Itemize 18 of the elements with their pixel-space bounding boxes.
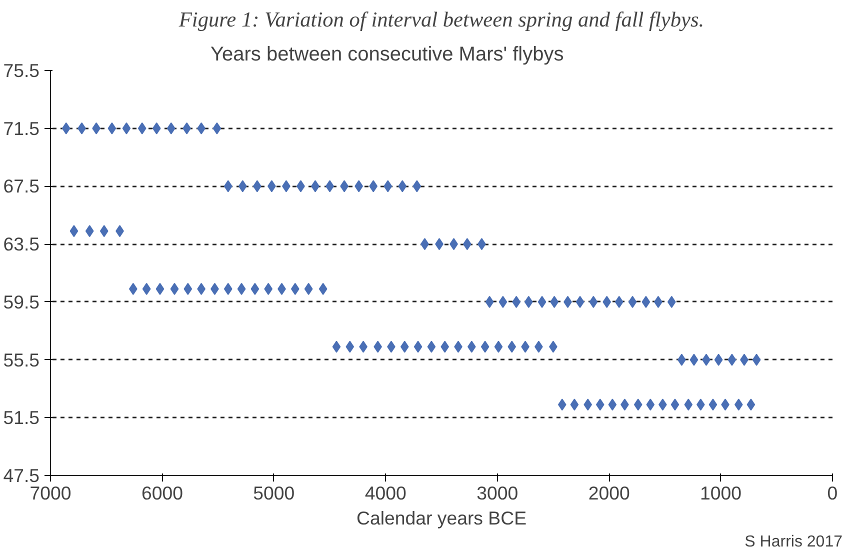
text: S Harris 2017 [744, 534, 843, 550]
x-tick-label: 6000 [141, 482, 183, 504]
x-tick-label: 1000 [700, 482, 742, 504]
y-tick-label: 63.5 [3, 234, 40, 255]
y-tick-label: 71.5 [3, 118, 40, 139]
x-tick-label: 0 [827, 482, 838, 504]
x-tick-label: 2000 [588, 482, 630, 504]
caption: Figure 1: Variation of interval between spring and fall flybys. [178, 8, 704, 32]
x-tick-label: 3000 [476, 482, 518, 504]
chart-title: Years between consecutive Mars' flybys [210, 44, 564, 66]
x-axis-title: Calendar years BCE [356, 508, 527, 528]
y-tick-label: 59.5 [3, 291, 40, 312]
x-tick-label: 4000 [364, 482, 406, 504]
y-tick-label: 67.5 [3, 176, 40, 197]
y-tick-label: 51.5 [3, 407, 40, 428]
x-tick-label: 5000 [253, 482, 295, 504]
y-tick-label: 75.5 [3, 60, 40, 81]
y-tick-label: 55.5 [3, 349, 40, 370]
